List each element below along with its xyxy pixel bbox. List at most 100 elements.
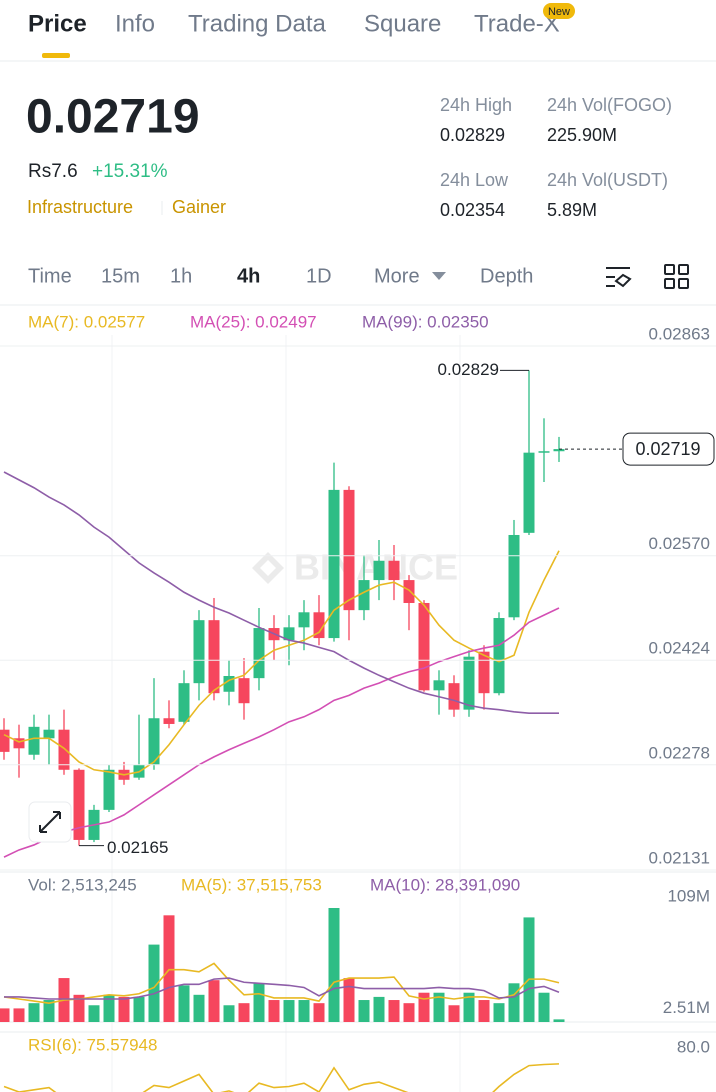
local-price: Rs7.6 (28, 161, 78, 182)
rsi-tick-label: 80.0 (677, 1037, 710, 1056)
interval-bar: Time 15m 1h 4h 1D More Depth (0, 264, 716, 306)
volume-bar (523, 917, 535, 1022)
ma-legend: MA(25): 0.02497 (190, 312, 317, 331)
candle-body (13, 738, 25, 749)
y-tick-label: 0.02424 (649, 639, 710, 658)
volume-legend: Vol: 2,513,245 (28, 875, 137, 894)
volume-bar (463, 992, 475, 1022)
volume-bar (403, 1003, 415, 1022)
volume-bar (223, 1005, 235, 1022)
volume-bar (193, 994, 205, 1022)
candle-body (58, 729, 70, 770)
ticker: 0.02719 Rs7.6 +15.31% Infrastructure Gai… (26, 91, 672, 220)
volume-ma-line (4, 977, 560, 1000)
volume-bar (328, 908, 340, 1022)
interval[interactable]: 1D (306, 265, 332, 287)
candle-body (478, 651, 490, 694)
volume-tick-label: 2.51M (663, 998, 710, 1017)
high-marker-label: 0.02829 (438, 360, 499, 379)
y-tick-label: 0.02570 (649, 534, 710, 553)
tag[interactable]: Infrastructure (27, 197, 133, 217)
indicator-icon[interactable] (606, 267, 632, 288)
volume-bar (268, 1000, 280, 1022)
last-price-label: 0.02719 (635, 439, 700, 459)
volume-bar (493, 1003, 505, 1022)
volume-legend: MA(10): 28,391,090 (370, 875, 520, 894)
tab[interactable]: Info (115, 10, 155, 37)
layout-icon[interactable] (664, 264, 689, 289)
badge-text: New (548, 6, 570, 18)
candle-body (373, 560, 385, 581)
volume-tick-label: 109M (667, 886, 710, 905)
ma-line (3, 471, 559, 715)
interval[interactable]: 4h (237, 265, 260, 287)
volume-bar (148, 944, 160, 1022)
candle-body (448, 683, 460, 710)
candle-body (208, 620, 220, 694)
candle-body (223, 676, 235, 692)
volume-bar (253, 983, 265, 1022)
badge (543, 3, 575, 19)
volume-bar (358, 1000, 370, 1022)
stat-label: 24h Low (440, 170, 509, 190)
volume-bar (448, 1005, 460, 1022)
volume-bar (343, 978, 355, 1022)
volume-bar (178, 985, 190, 1022)
low-marker-label: 0.02165 (107, 838, 168, 857)
volume-bar (88, 1005, 100, 1022)
tag[interactable]: Gainer (172, 197, 226, 217)
volume-bar (208, 980, 220, 1022)
candle-body (523, 452, 535, 533)
candle-body (538, 451, 550, 453)
y-tick-label: 0.02278 (649, 743, 710, 762)
candle-body (493, 618, 505, 694)
interval[interactable]: 15m (101, 265, 140, 287)
candle-body (433, 680, 445, 691)
candle-body (28, 726, 40, 755)
change: +15.31% (92, 161, 168, 182)
candle-body (163, 718, 175, 724)
tab-bar: Price Info Trading Data Square Trade-X N… (0, 3, 716, 62)
volume-legend: MA(5): 37,515,753 (181, 875, 322, 894)
candle-body (418, 602, 430, 691)
interval[interactable]: Time (28, 265, 72, 287)
volume-bar (538, 992, 550, 1022)
interval[interactable]: More (374, 265, 420, 287)
tab[interactable]: Square (364, 10, 441, 37)
candle-body (238, 678, 250, 704)
candle-body (148, 718, 160, 765)
candle-body (298, 612, 310, 628)
watermark: BINANCE (252, 547, 458, 588)
volume-ma-line (3, 962, 560, 1004)
candle-body (388, 560, 400, 581)
interval[interactable]: 1h (170, 265, 192, 287)
candle-body (193, 620, 205, 684)
candle-body (253, 628, 265, 679)
volume-bar (28, 1003, 40, 1022)
tab[interactable]: Price (28, 10, 87, 37)
ma-legend: MA(99): 0.02350 (362, 312, 489, 331)
last-price: 0.02719 (26, 91, 200, 144)
volume-bar (13, 1008, 25, 1022)
tab[interactable]: Trading Data (188, 10, 327, 37)
candle-body (43, 729, 55, 739)
stat-label: 24h High (440, 95, 512, 115)
price-plot (0, 370, 565, 858)
candle-body (358, 580, 370, 611)
volume-bar (163, 915, 175, 1022)
vertical-grid (111, 335, 461, 1092)
stat-value: 225.90M (547, 125, 617, 145)
expand-button[interactable] (28, 801, 72, 843)
candle-body (73, 769, 85, 840)
volume-bar (418, 992, 430, 1022)
candle-body (343, 489, 355, 611)
volume-bar (43, 1000, 55, 1022)
stat-value: 5.89M (547, 200, 597, 220)
stat-value: 0.02829 (440, 125, 505, 145)
dropdown-arrow (432, 272, 446, 280)
volume-bar (298, 1000, 310, 1022)
stat-label: 24h Vol(FOGO) (547, 95, 672, 115)
interval[interactable]: Depth (480, 265, 533, 287)
volume-bar (313, 1003, 325, 1022)
